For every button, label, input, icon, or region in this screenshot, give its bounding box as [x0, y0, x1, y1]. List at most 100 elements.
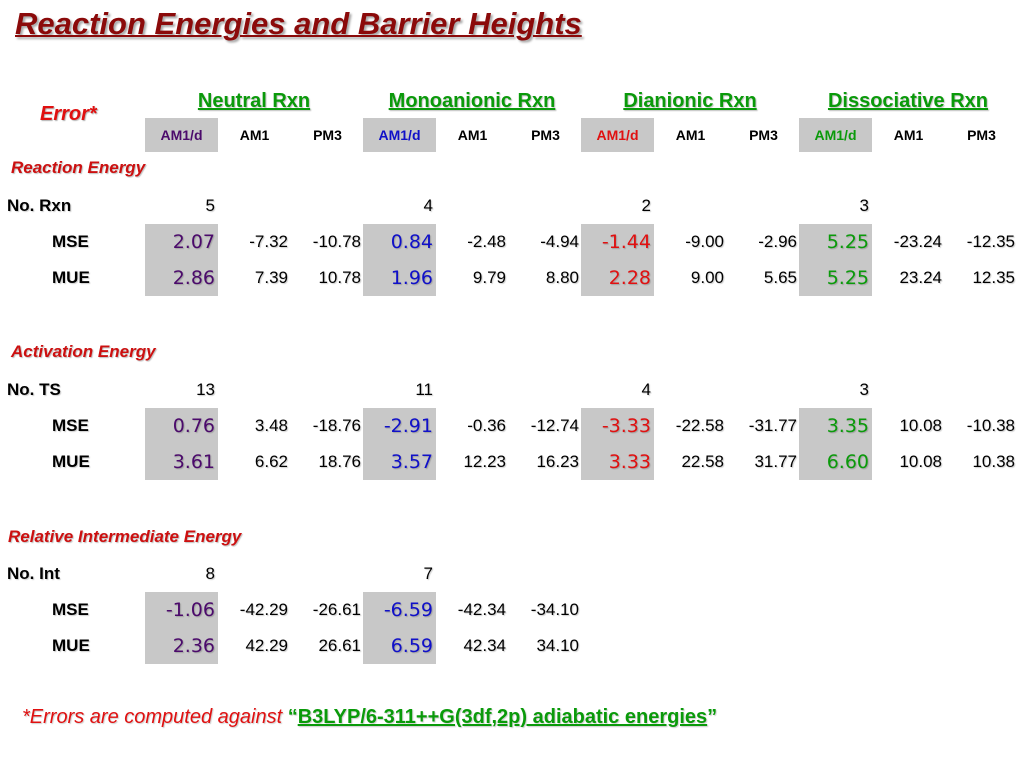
count-cell: 5	[205, 196, 215, 215]
mse-cell: 0.76	[145, 408, 218, 444]
mue-cell: 22.58	[681, 452, 724, 471]
count-cell: 4	[423, 196, 433, 215]
mue-cell: 5.65	[763, 268, 797, 287]
footnote-reference: B3LYP/6-311++G(3df,2p) adiabatic energie…	[297, 706, 708, 728]
count-cell: 4	[641, 380, 651, 399]
mue-cell: 2.86	[145, 260, 218, 296]
mse-cell: 10.08	[899, 416, 942, 435]
mse-cell: -3.33	[581, 408, 654, 444]
mue-cell: 12.35	[972, 268, 1015, 287]
mue-cell: 6.60	[799, 444, 872, 480]
mse-cell: -6.59	[363, 592, 436, 628]
mue-cell: 31.77	[754, 452, 797, 471]
row-label-count-reaction: No. Rxn	[7, 196, 72, 215]
mue-cell: 2.36	[145, 628, 218, 664]
row-label-mse-reaction: MSE	[52, 232, 89, 251]
footnote-close-quote: ”	[707, 706, 718, 728]
method-header-dianionic-0: AM1/d	[581, 118, 654, 152]
row-label-mse-intermediate: MSE	[52, 600, 89, 619]
mue-cell: 3.33	[581, 444, 654, 480]
mue-cell: 10.38	[972, 452, 1015, 471]
mue-cell: 8.80	[545, 268, 579, 287]
mse-cell: -31.77	[748, 416, 797, 435]
row-label-count-activation: No. TS	[7, 380, 61, 399]
section-label-activation: Activation Energy	[11, 342, 156, 361]
mse-cell: 3.35	[799, 408, 872, 444]
mue-cell: 7.39	[254, 268, 288, 287]
mse-cell: -18.76	[312, 416, 361, 435]
mse-cell: -2.91	[363, 408, 436, 444]
row-label-count-intermediate: No. Int	[7, 564, 60, 583]
method-header-neutral-2: PM3	[313, 127, 342, 143]
method-header-dianionic-2: PM3	[749, 127, 778, 143]
mse-cell: 2.07	[145, 224, 218, 260]
mue-cell: 9.79	[472, 268, 506, 287]
mse-cell: -10.78	[312, 232, 361, 251]
mse-cell: -42.29	[239, 600, 288, 619]
mue-cell: 2.28	[581, 260, 654, 296]
mse-cell: -0.36	[467, 416, 506, 435]
group-header-monoanionic: Monoanionic Rxn	[388, 90, 556, 112]
mse-cell: -2.96	[758, 232, 797, 251]
section-label-intermediate: Relative Intermediate Energy	[8, 527, 242, 546]
mue-cell: 18.76	[318, 452, 361, 471]
method-header-dissociative-1: AM1	[893, 127, 924, 143]
mue-cell: 9.00	[690, 268, 724, 287]
footnote-open-quote: “	[287, 706, 298, 728]
mse-cell: -22.58	[675, 416, 724, 435]
mue-cell: 10.78	[318, 268, 361, 287]
count-cell: 7	[423, 564, 433, 583]
mue-cell: 42.34	[463, 636, 506, 655]
mse-cell: 5.25	[799, 224, 872, 260]
mue-cell: 16.23	[536, 452, 579, 471]
mse-cell: -42.34	[457, 600, 506, 619]
group-header-neutral: Neutral Rxn	[197, 90, 311, 112]
mse-cell: -7.32	[249, 232, 288, 251]
mse-cell: -2.48	[467, 232, 506, 251]
row-label-mue-reaction: MUE	[52, 268, 90, 287]
method-header-monoanionic-2: PM3	[531, 127, 560, 143]
row-label-mue-intermediate: MUE	[52, 636, 90, 655]
mue-cell: 23.24	[899, 268, 942, 287]
count-cell: 3	[859, 196, 869, 215]
mue-cell: 26.61	[318, 636, 361, 655]
mse-cell: 0.84	[363, 224, 436, 260]
mse-cell: -23.24	[893, 232, 942, 251]
count-cell: 3	[859, 380, 869, 399]
mse-cell: -9.00	[685, 232, 724, 251]
mue-cell: 42.29	[245, 636, 288, 655]
mue-cell: 12.23	[463, 452, 506, 471]
mse-cell: -12.74	[530, 416, 579, 435]
method-header-dianionic-1: AM1	[675, 127, 706, 143]
method-header-dissociative-2: PM3	[967, 127, 996, 143]
group-header-dianionic: Dianionic Rxn	[623, 90, 757, 112]
mue-cell: 34.10	[536, 636, 579, 655]
count-cell: 13	[196, 380, 215, 399]
mue-cell: 5.25	[799, 260, 872, 296]
mue-cell: 1.96	[363, 260, 436, 296]
mse-cell: -34.10	[530, 600, 579, 619]
error-label: Error*	[40, 103, 97, 125]
count-cell: 2	[641, 196, 651, 215]
mse-cell: -26.61	[312, 600, 361, 619]
method-header-neutral-1: AM1	[239, 127, 270, 143]
count-cell: 8	[205, 564, 215, 583]
mue-cell: 6.62	[254, 452, 288, 471]
section-label-reaction: Reaction Energy	[11, 158, 146, 177]
mse-cell: -1.44	[581, 224, 654, 260]
method-header-neutral-0: AM1/d	[145, 118, 218, 152]
method-header-monoanionic-0: AM1/d	[363, 118, 436, 152]
mue-cell: 3.57	[363, 444, 436, 480]
method-header-monoanionic-1: AM1	[457, 127, 488, 143]
row-label-mue-activation: MUE	[52, 452, 90, 471]
row-label-mse-activation: MSE	[52, 416, 89, 435]
mse-cell: -4.94	[540, 232, 579, 251]
group-header-dissociative: Dissociative Rxn	[827, 90, 989, 112]
page-title: Reaction Energies and Barrier Heights	[15, 6, 582, 41]
footnote: *Errors are computed against “B3LYP/6-31…	[22, 706, 717, 729]
mue-cell: 6.59	[363, 628, 436, 664]
count-cell: 11	[415, 380, 433, 399]
method-header-dissociative-0: AM1/d	[799, 118, 872, 152]
mse-cell: -1.06	[145, 592, 218, 628]
mue-cell: 3.61	[145, 444, 218, 480]
